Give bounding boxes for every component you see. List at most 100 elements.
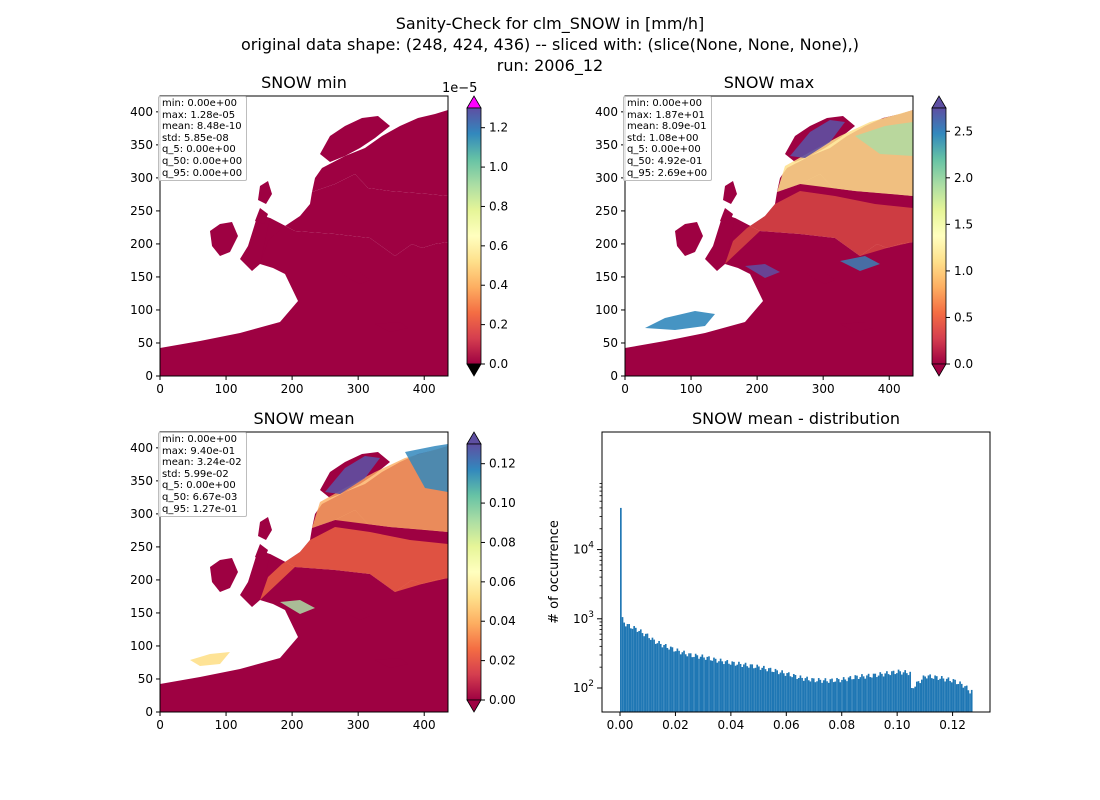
histogram-bar [945,678,948,712]
histogram-bar [669,646,672,712]
stat-q5: q_5: 0.00e+00 [162,480,236,492]
histogram-bar [679,654,682,712]
histogram-bar [851,679,853,712]
histogram-bar [837,679,840,712]
figure-title-line-2: original data shape: (248, 424, 436) -- … [241,35,859,54]
histogram-bar [940,676,943,712]
histogram-bar [664,644,667,712]
y-tick-label: 350 [130,474,153,488]
x-tick-label: 200 [281,718,304,732]
histogram-bar [626,624,629,712]
histogram-bar [906,673,908,712]
y-tick-label: 350 [595,138,618,152]
histogram-bar [739,663,742,712]
histogram-bar [629,628,632,712]
colorbar-tick-label: 1.2 [489,121,508,135]
histogram-bar [777,674,780,712]
colorbar-exponent: 1e−5 [442,81,477,96]
histogram-bar [701,654,704,712]
histogram-bar [959,681,961,712]
histogram-bar [950,682,953,712]
histogram-bar [920,679,923,712]
histogram-bar [781,670,783,712]
figure-title-line-1: Sanity-Check for clm_SNOW in [mm/h] [395,14,705,33]
histogram-bar [929,674,931,712]
histogram-bar [957,683,960,712]
histogram-bar [656,643,659,712]
colorbar-tick-label: 0.12 [489,457,516,471]
histogram-bar [789,676,792,712]
x-tick-label: 100 [215,382,238,396]
histogram-bar [641,633,644,712]
histogram-bar [676,648,679,712]
histogram-bar [872,673,875,712]
colorbar-tick-label: 1.0 [489,160,508,174]
histogram-bar [876,677,878,712]
y-tick-labels: 0 50 100 150 200 250 300 350 400 [130,441,160,719]
histogram-bar [811,678,813,712]
x-tick-label: 300 [347,382,370,396]
histogram-bar [826,681,828,712]
histogram-bar [646,633,649,712]
colorbar-tick-label: 0.08 [489,535,516,549]
histogram-bar [954,679,956,712]
histogram-bar [726,660,729,712]
x-tick-label: 300 [812,382,835,396]
histogram-bar [723,664,725,712]
histogram-bar [925,678,928,712]
x-tick-label: 0.12 [939,718,966,732]
axes-frame [159,95,449,377]
histogram-bar [759,669,762,712]
histogram-bar [909,671,912,712]
histogram-bar [832,682,835,712]
histogram-bar [927,675,930,712]
histogram-bar [738,661,740,712]
histogram-bar [724,661,727,712]
y-tick-labels: 0 50 100 150 200 250 300 350 400 [130,105,160,383]
stats-box-min: min: 0.00e+00 max: 1.28e-05 mean: 8.48e-… [158,96,248,182]
histogram-bar [914,686,917,712]
y-tick-label: 103 [573,610,594,626]
histogram-bar [949,680,951,712]
histogram-bar [772,672,775,712]
histogram-bar [844,679,847,712]
histogram-bar [834,681,837,712]
colorbar-tick-label: 2.5 [954,124,973,138]
histogram-bar [919,683,921,712]
histogram-bar [859,677,862,712]
histogram-bar [797,677,800,712]
y-tick-exponent: 3 [588,610,594,620]
histogram-bar [930,678,933,712]
histogram-bar [839,682,842,712]
histogram-bar [758,666,760,712]
histogram-bar [807,680,810,712]
x-tick-label: 0.02 [662,718,689,732]
histogram-bar [776,670,778,712]
histogram-bar [907,675,910,712]
histogram-bar [744,662,747,712]
stat-q50: q_50: 6.67e-03 [162,491,238,503]
histogram-bar [902,672,905,712]
y-tick-label: 100 [130,303,153,317]
histogram-bar [962,687,965,712]
histogram-bar [709,660,712,712]
colorbar-extend-min [466,363,482,377]
colorbar-tick-label: 0.02 [489,654,516,668]
histogram-bar [696,655,699,712]
y-tick-labels: 102 103 104 [573,483,602,695]
histogram-bar [658,640,660,712]
histogram-bar [673,651,675,712]
histogram-bar [847,677,850,712]
y-tick-label: 150 [595,270,618,284]
histogram-bar [704,659,707,712]
histogram-bar [792,674,795,712]
histogram-bar [753,668,755,712]
y-tick-label: 400 [595,105,618,119]
histogram-bar [841,679,843,712]
histogram-bar [882,676,885,712]
x-tick-labels: 0 100 200 300 400 [621,376,901,396]
histogram-bar [827,682,830,712]
y-tick-label: 104 [573,541,594,557]
histogram-bar [964,686,966,712]
histogram-bar [764,669,767,712]
